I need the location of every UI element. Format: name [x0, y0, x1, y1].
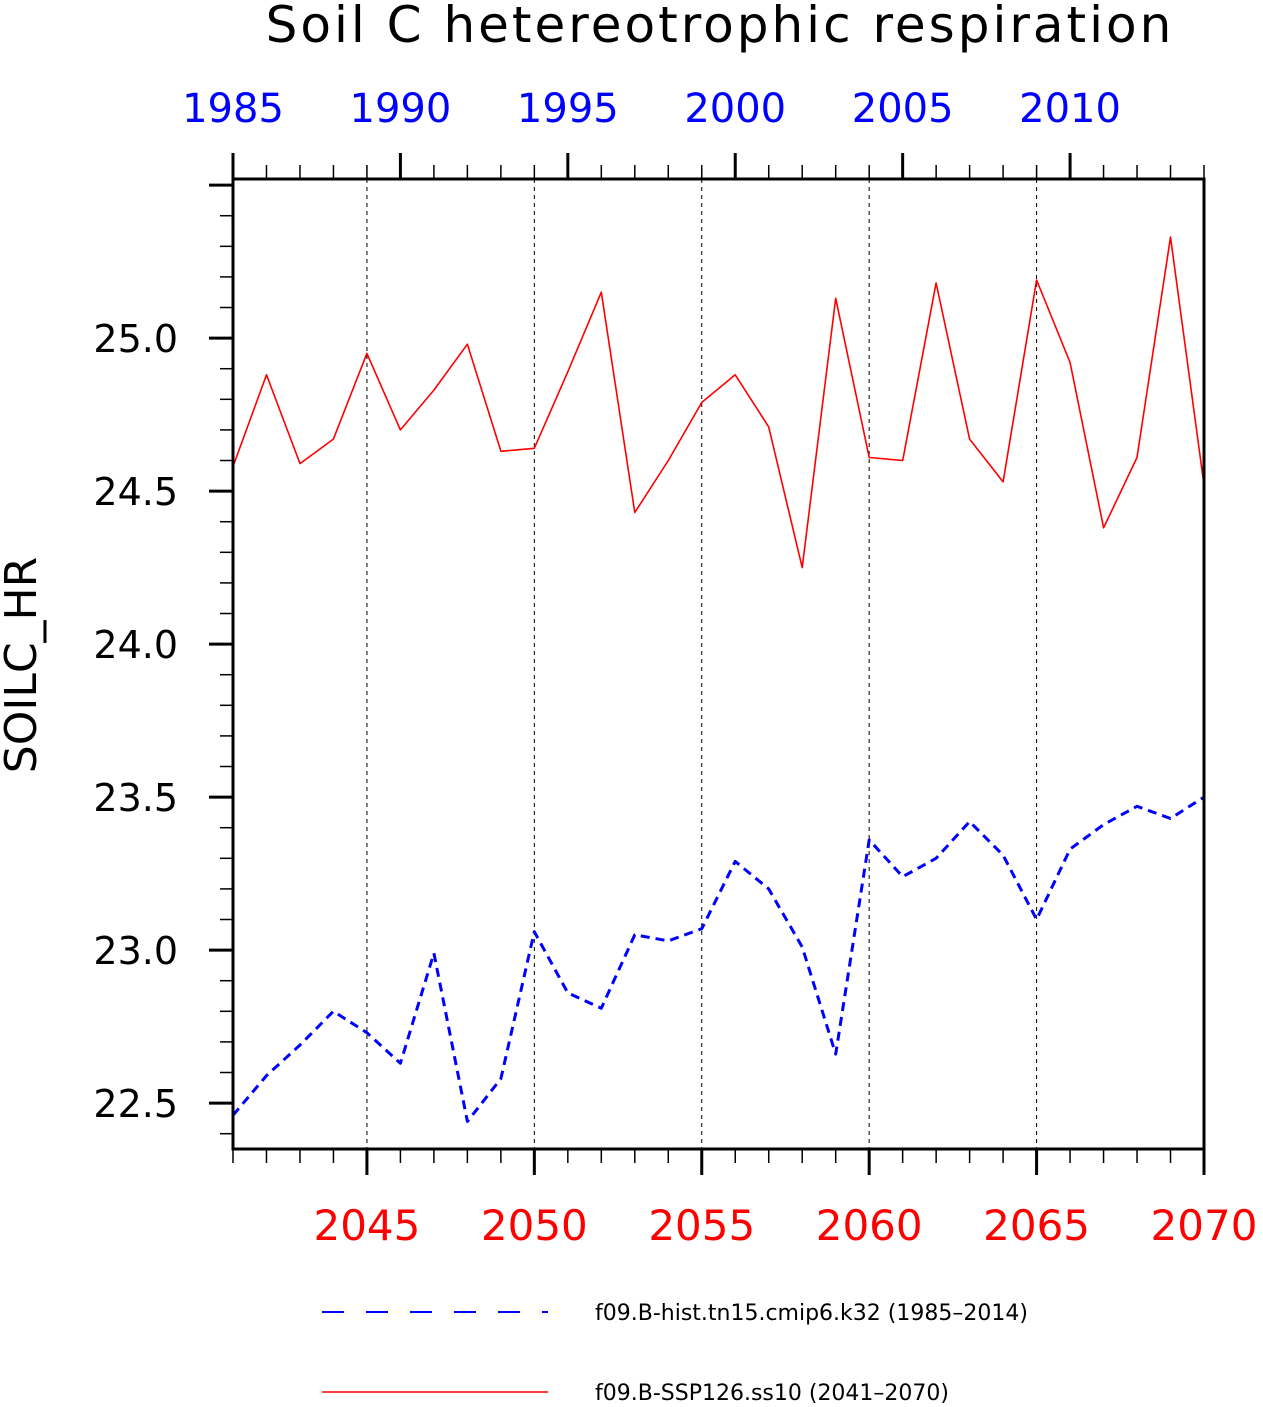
axes: 22.5 23.0 23.5 24.0 24.5 25.0 2045 2050 2055 2060… — [93, 86, 1257, 1250]
grid-lines — [366, 179, 1038, 1149]
series-line-ssp — [233, 236, 1204, 569]
x-top-tick-label: 2005 — [852, 86, 954, 132]
x-bottom-tick-label: 2050 — [481, 1201, 588, 1250]
y-tick-label: 24.5 — [93, 470, 178, 514]
x-top-tick-label: 1990 — [350, 86, 452, 132]
legend-label-ssp: f09.B-SSP126.ss10 (2041–2070) — [595, 1381, 949, 1406]
y-axis-label: SOILC_HR — [0, 557, 47, 773]
legend-label-hist: f09.B-hist.tn15.cmip6.k32 (1985–2014) — [595, 1301, 1028, 1326]
plot-frame — [231, 177, 1206, 1151]
x-bottom-tick-label: 2070 — [1151, 1201, 1258, 1250]
y-tick-label: 22.5 — [93, 1082, 178, 1126]
y-tick-label: 23.5 — [93, 776, 178, 820]
x-bottom-tick-label: 2060 — [816, 1201, 923, 1250]
x-top-tick-label: 2010 — [1019, 86, 1121, 132]
x-bottom-tick-label: 2045 — [313, 1201, 420, 1250]
x-top-tick-label: 1985 — [182, 86, 284, 132]
x-top-tick-label: 1995 — [517, 86, 619, 132]
x-bottom-tick-label: 2055 — [648, 1201, 755, 1250]
chart-title: Soil C hetereotrophic respiration — [266, 0, 1175, 54]
x-bottom-tick-label: 2065 — [983, 1201, 1090, 1250]
legend: f09.B-hist.tn15.cmip6.k32 (1985–2014) f0… — [322, 1301, 1028, 1406]
series-line-hist — [233, 795, 1204, 1123]
y-tick-label: 23.0 — [93, 929, 178, 973]
x-top-tick-label: 2000 — [684, 86, 786, 132]
series-lines — [233, 236, 1204, 1123]
y-tick-label: 24.0 — [93, 623, 178, 667]
y-tick-label: 25.0 — [93, 317, 178, 361]
